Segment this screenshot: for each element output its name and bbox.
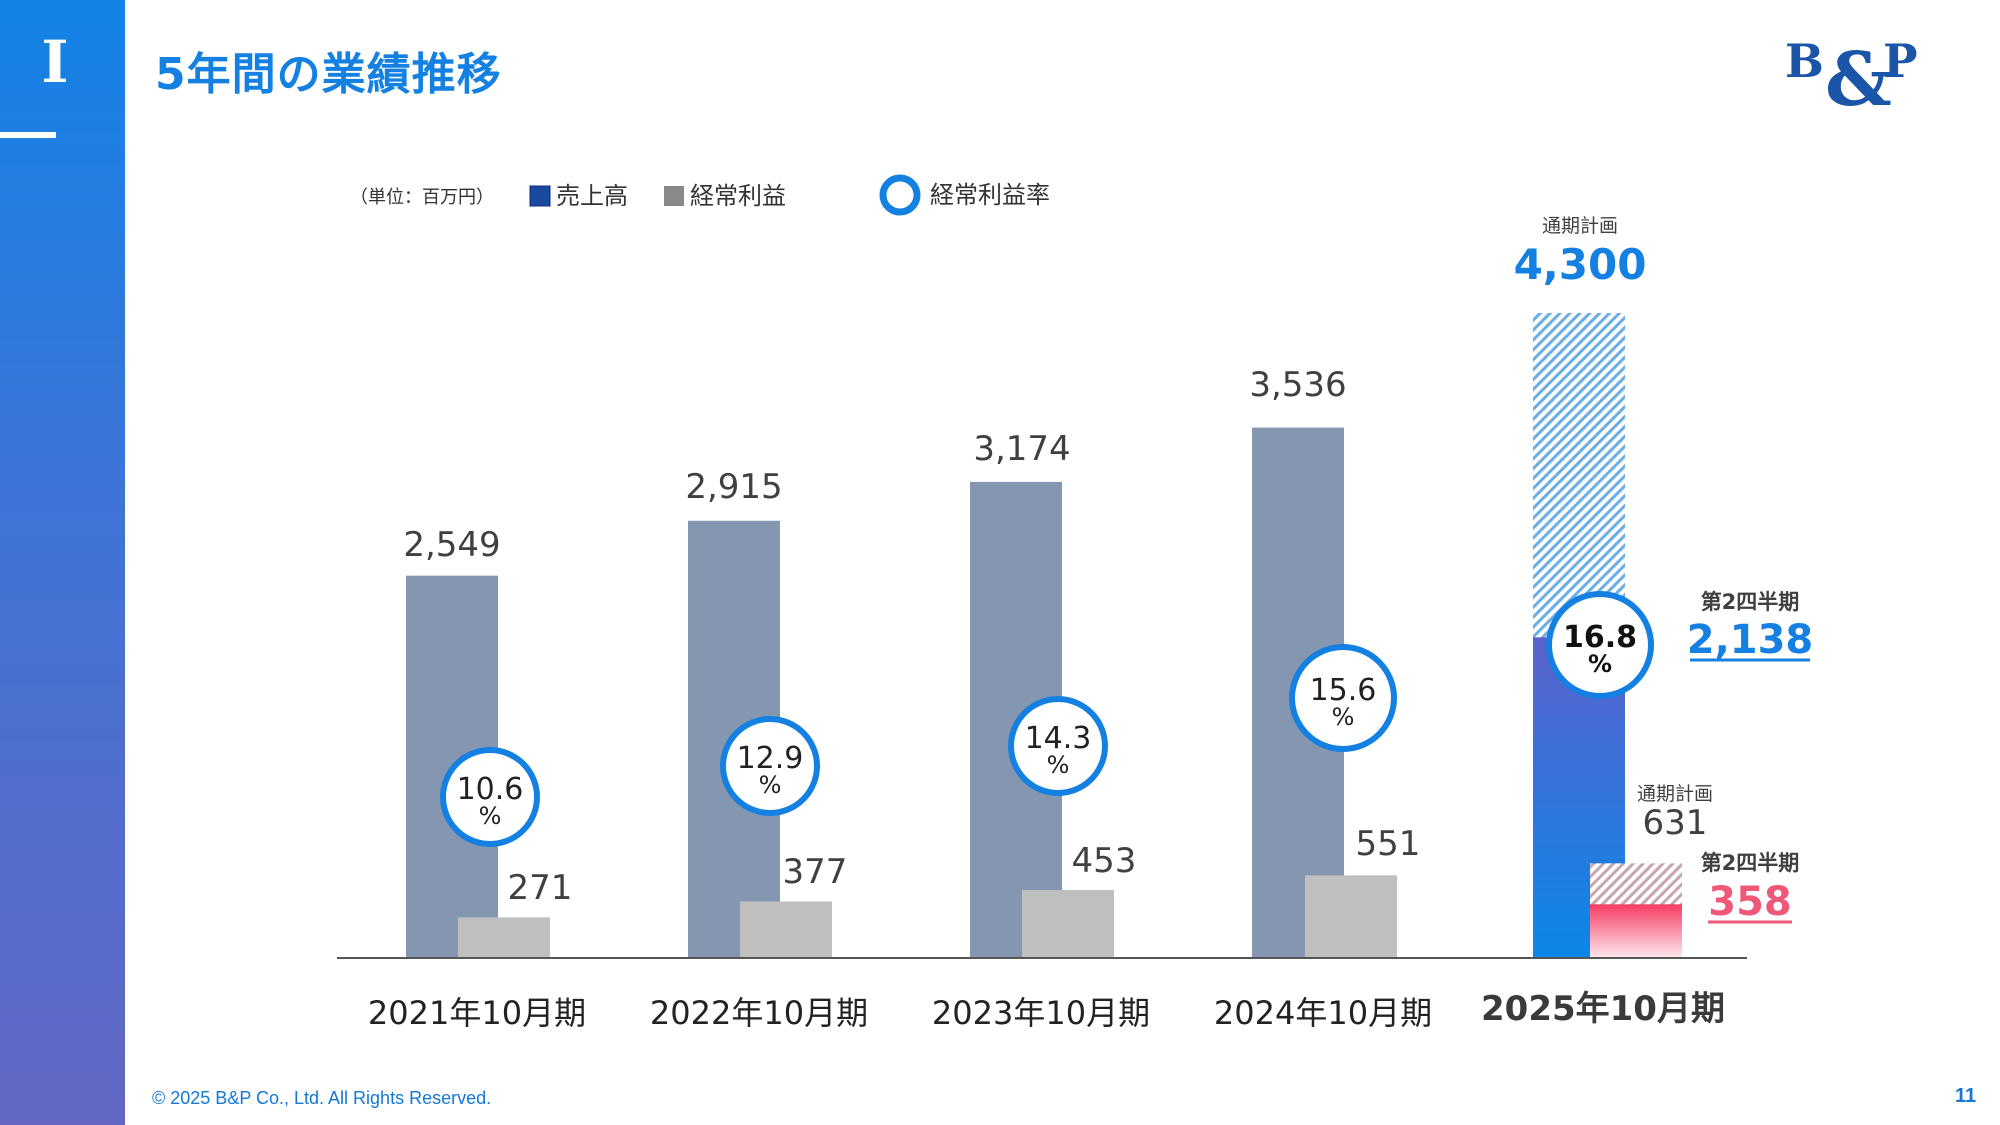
- page-title: 5年間の業績推移: [155, 49, 502, 100]
- profit-label-2021: 271: [508, 868, 573, 908]
- legend-sales-label: 売上高: [556, 182, 628, 210]
- sales-label-2021: 2,549: [403, 525, 500, 565]
- margin-ring-2: [1008, 696, 1108, 796]
- profit-label-2024: 551: [1356, 824, 1421, 864]
- margin-value-4: 16.8: [1563, 620, 1637, 655]
- sidebar: I: [0, 0, 125, 1125]
- margin-ring-0: [440, 747, 540, 847]
- logo-p: P: [1883, 34, 1918, 88]
- profit-plan-value: 631: [1643, 803, 1708, 843]
- section-number: I: [41, 28, 69, 96]
- sales-q2-value: 2,138: [1687, 617, 1814, 663]
- section-underline: [0, 132, 56, 138]
- sales-plan-value: 4,300: [1514, 240, 1647, 289]
- profit-q2-value: 358: [1708, 879, 1792, 925]
- margin-value-3: 15.6: [1310, 673, 1377, 708]
- page-number: 11: [1955, 1085, 1977, 1107]
- profit-bar-0: [458, 917, 550, 958]
- x-tick-2022: 2022年10月期: [650, 994, 868, 1032]
- margin-unit-2: %: [1047, 751, 1070, 779]
- margin-ring-1: [720, 716, 820, 816]
- bp-logo-icon: B & P: [1785, 34, 1918, 123]
- profit-label-2023: 453: [1072, 841, 1137, 881]
- x-tick-2024: 2024年10月期: [1214, 994, 1432, 1032]
- margin-value-0: 10.6: [457, 772, 524, 807]
- bars-layer: [406, 313, 1682, 959]
- margin-ring-4: [1546, 591, 1654, 699]
- margin-rings-layer: 10.6%12.9%14.3%15.6%16.8%: [440, 591, 1654, 847]
- sales-label-2024: 3,536: [1249, 365, 1346, 405]
- margin-ring-3: [1289, 644, 1397, 752]
- company-logo: B & P: [1785, 25, 1930, 123]
- sales-plan-caption: 通期計画: [1542, 215, 1618, 237]
- profit-bar-1: [740, 901, 832, 958]
- legend-margin-ring: [879, 174, 921, 216]
- legend-profit-swatch: [664, 186, 684, 206]
- logo-ampersand: &: [1825, 37, 1892, 110]
- margin-unit-1: %: [759, 771, 782, 799]
- profit-label-2022: 377: [783, 852, 848, 892]
- sales-label-2022: 2,915: [685, 467, 782, 507]
- profit-bar-3: [1305, 875, 1397, 958]
- unit-label: （単位：百万円）: [350, 187, 494, 208]
- margin-unit-4: %: [1588, 650, 1612, 678]
- profit-bar-2: [1022, 890, 1114, 958]
- copyright-footer: © 2025 B&P Co., Ltd. All Rights Reserved…: [152, 1088, 492, 1108]
- sales-q2-caption: 第2四半期: [1701, 590, 1800, 614]
- x-tick-2021: 2021年10月期: [368, 994, 586, 1032]
- margin-unit-3: %: [1332, 703, 1355, 731]
- profit-plan-caption: 通期計画: [1637, 783, 1713, 805]
- x-tick-2023: 2023年10月期: [932, 994, 1150, 1032]
- sales-label-2023: 3,174: [973, 429, 1070, 469]
- logo-b: B: [1785, 34, 1824, 88]
- legend-sales-swatch: [529, 185, 551, 207]
- margin-unit-0: %: [479, 802, 502, 830]
- margin-value-1: 12.9: [737, 741, 804, 776]
- margin-value-2: 14.3: [1025, 721, 1092, 756]
- profit-q2-bar-2025: [1590, 904, 1682, 958]
- x-tick-2025: 2025年10月期: [1481, 989, 1725, 1029]
- legend-profit-label: 経常利益: [690, 182, 786, 210]
- legend-margin-label: 経常利益率: [930, 181, 1050, 209]
- profit-q2-caption: 第2四半期: [1701, 851, 1800, 875]
